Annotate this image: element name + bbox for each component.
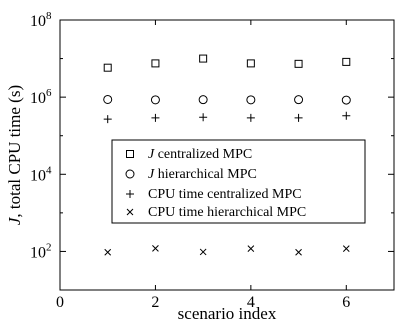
data-point-series-4 bbox=[104, 248, 112, 256]
data-point-series-2 bbox=[103, 94, 113, 104]
data-point-series-3 bbox=[199, 113, 208, 122]
legend-marker-series-2 bbox=[125, 169, 135, 179]
data-point-series-4 bbox=[199, 248, 207, 256]
x-tick-label: 0 bbox=[56, 294, 64, 311]
data-marks bbox=[103, 54, 351, 256]
data-point-series-4 bbox=[342, 245, 350, 253]
x-axis-title: scenario index bbox=[178, 304, 277, 323]
legend-label-series-3: CPU time centralized MPC bbox=[148, 187, 302, 202]
data-point-series-1 bbox=[294, 59, 303, 68]
data-point-series-2 bbox=[150, 95, 160, 105]
data-point-series-1 bbox=[342, 57, 351, 66]
data-point-series-2 bbox=[198, 95, 208, 105]
data-point-series-3 bbox=[342, 111, 351, 120]
legend-label-series-2: J hierarchical MPC bbox=[148, 167, 257, 182]
y-tick-label: 108 bbox=[30, 10, 52, 30]
data-point-series-2 bbox=[294, 95, 304, 105]
legend: J centralized MPC J hierarchical MPC CPU t… bbox=[111, 139, 366, 224]
x-tick-label: 4 bbox=[247, 294, 255, 311]
data-point-series-2 bbox=[246, 95, 256, 105]
data-point-series-3 bbox=[103, 115, 112, 124]
y-tick-label: 102 bbox=[30, 241, 52, 261]
y-axis-title-symbol: J bbox=[5, 216, 24, 225]
data-point-series-2 bbox=[341, 95, 351, 105]
y-axis-title-text: , total CPU time (s) bbox=[5, 85, 24, 218]
data-point-series-3 bbox=[246, 113, 255, 122]
y-axis-title: J, total CPU time (s) bbox=[5, 85, 24, 225]
data-point-series-1 bbox=[246, 59, 255, 68]
x-tick-label: 6 bbox=[342, 294, 350, 311]
legend-box bbox=[111, 139, 366, 224]
data-point-series-3 bbox=[151, 113, 160, 122]
plot-area bbox=[59, 19, 395, 291]
legend-marker-series-4 bbox=[126, 208, 134, 216]
legend-marker-series-3 bbox=[126, 190, 134, 198]
axis-ticks: 0 2 4 6 102 104 106 108 bbox=[30, 10, 394, 311]
data-point-series-4 bbox=[295, 248, 302, 256]
data-point-series-4 bbox=[152, 245, 159, 252]
legend-label-series-4: CPU time hierarchical MPC bbox=[148, 205, 306, 220]
data-point-series-1 bbox=[151, 59, 160, 68]
data-point-series-1 bbox=[199, 54, 208, 63]
x-tick-label: 2 bbox=[151, 294, 159, 311]
legend-marker-series-1 bbox=[126, 150, 134, 158]
y-tick-label: 104 bbox=[30, 164, 52, 184]
data-point-series-3 bbox=[294, 113, 303, 122]
legend-label-series-1: J centralized MPC bbox=[148, 147, 252, 162]
data-point-series-4 bbox=[247, 245, 255, 253]
axes-frame bbox=[59, 19, 395, 291]
data-point-series-1 bbox=[103, 63, 112, 72]
y-tick-label: 106 bbox=[30, 87, 52, 107]
